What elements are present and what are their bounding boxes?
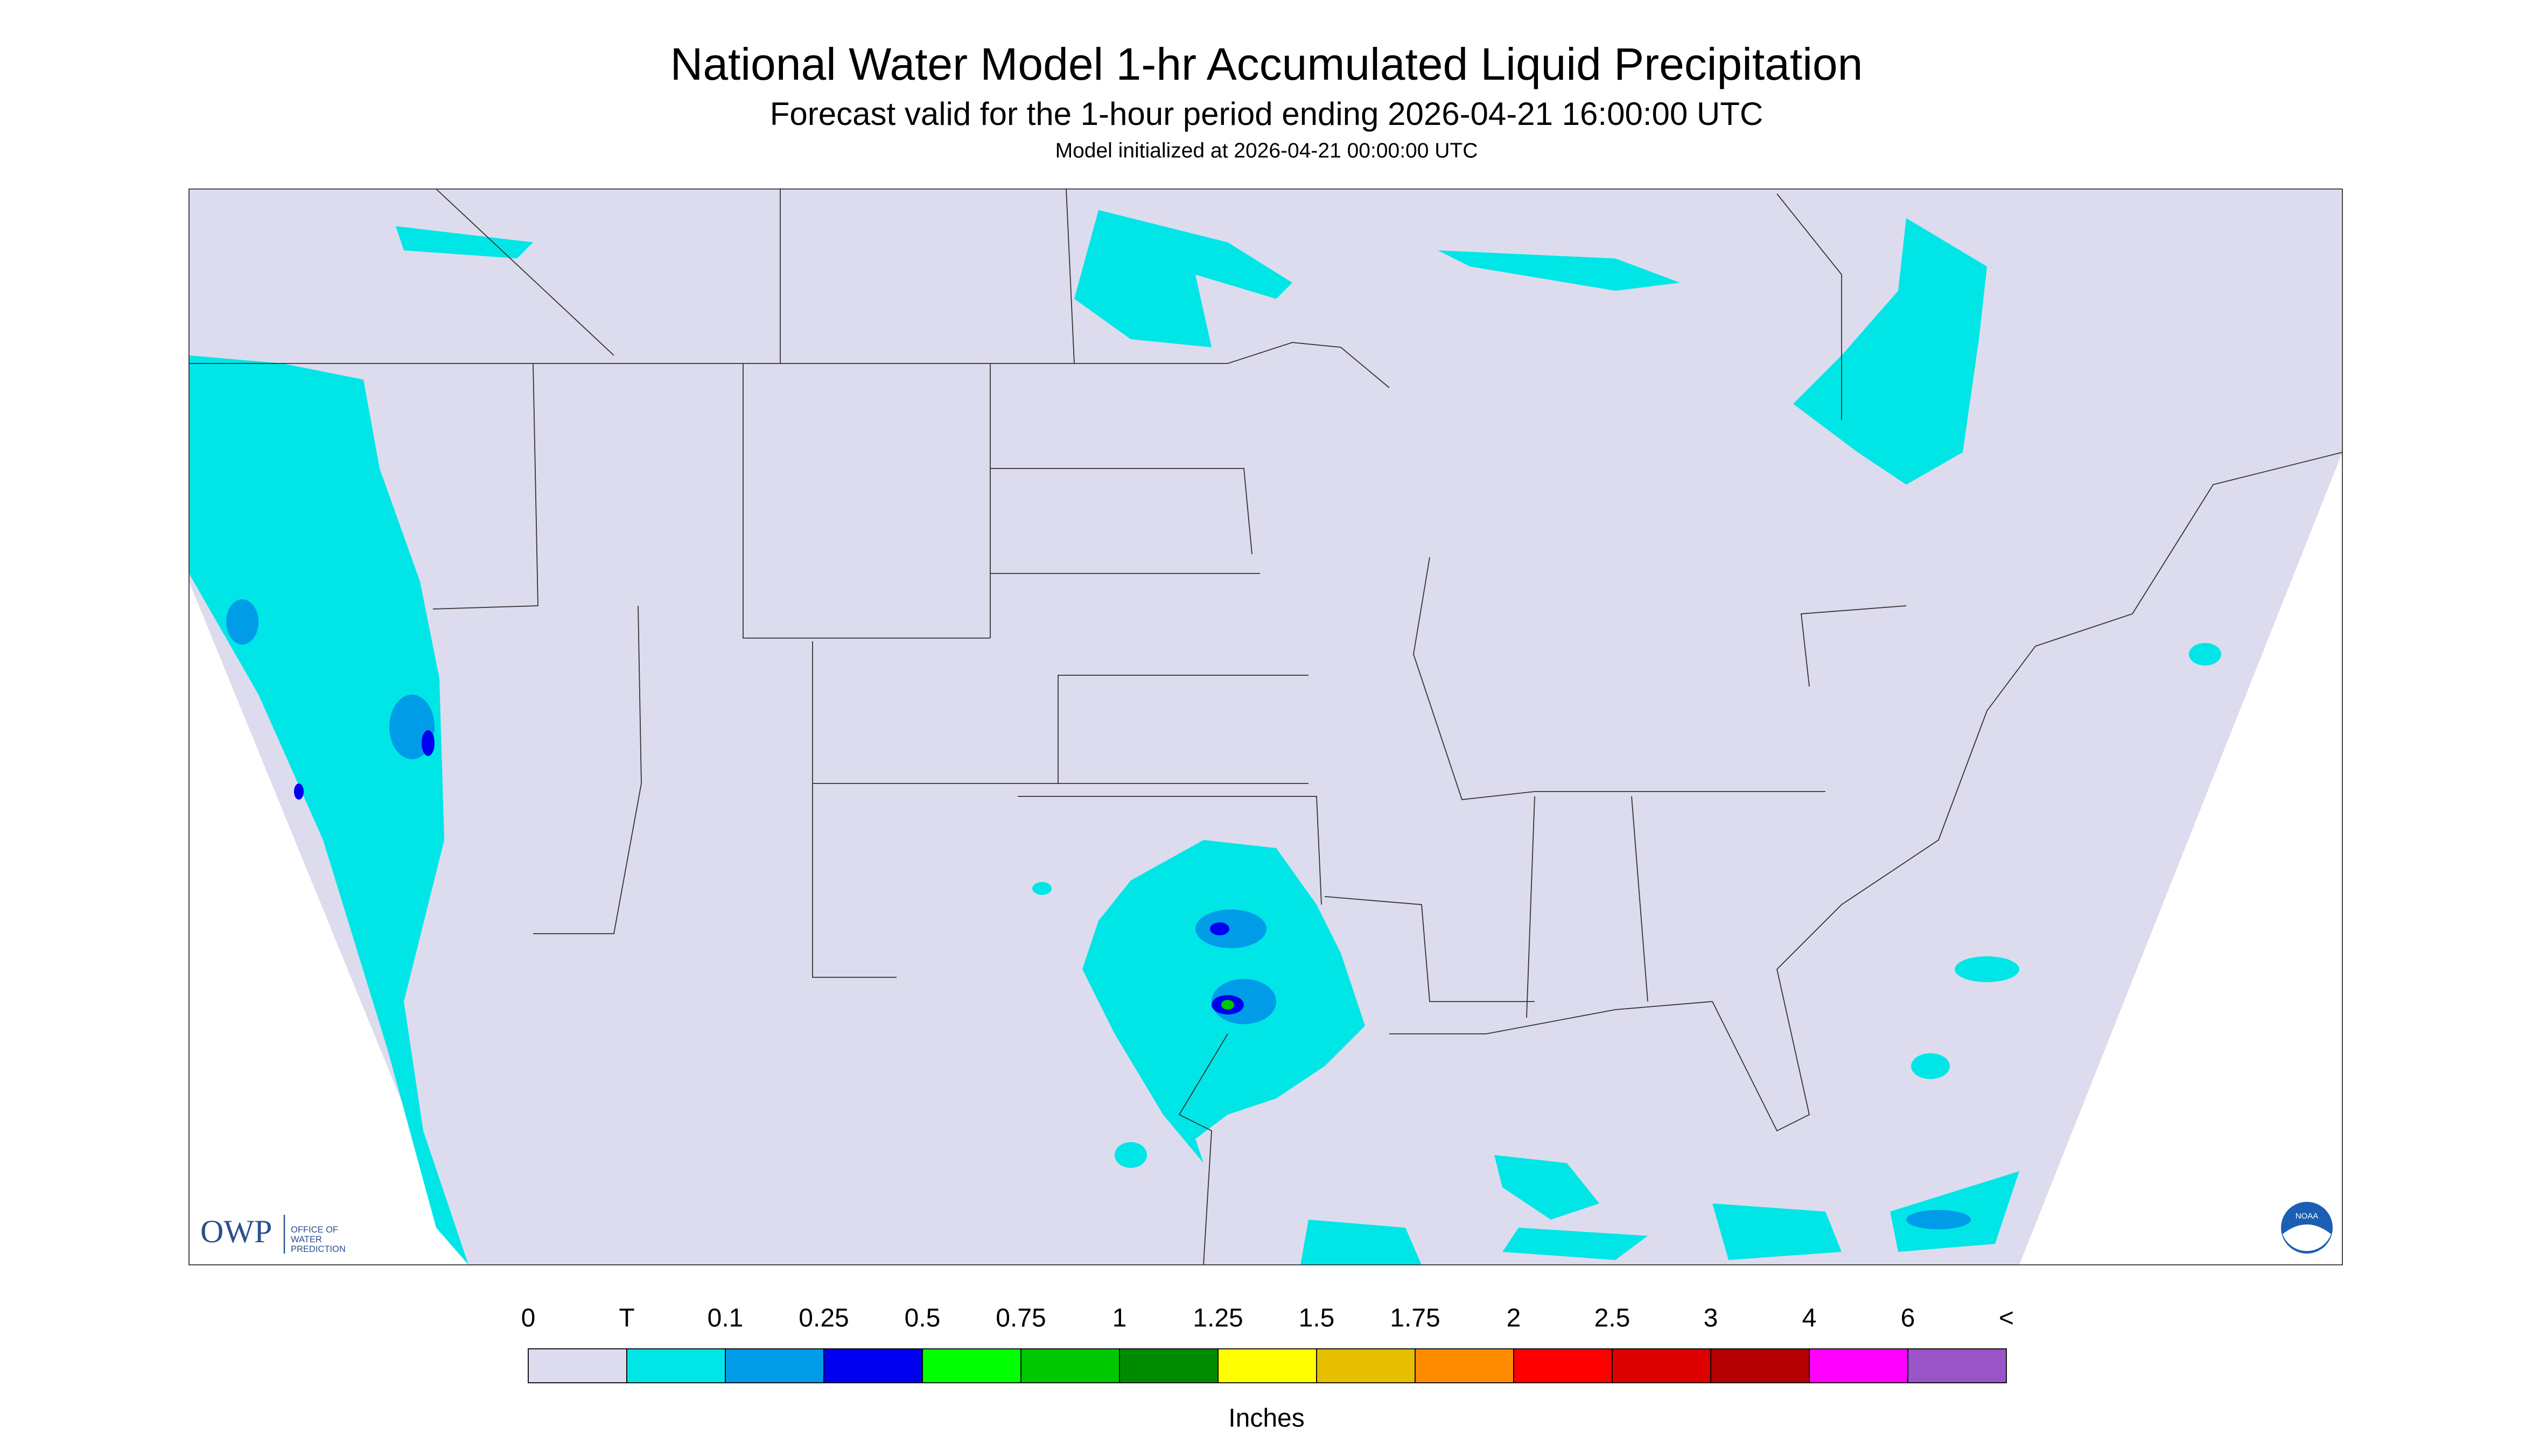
legend-swatch xyxy=(1612,1348,1711,1383)
legend-label: 0.75 xyxy=(996,1304,1046,1333)
legend-label: 4 xyxy=(1802,1304,1817,1333)
owp-logo-text: OWP xyxy=(200,1214,272,1249)
legend-label: T xyxy=(619,1304,634,1333)
noaa-logo: NOAA xyxy=(2281,1202,2333,1254)
precip-moderate xyxy=(226,599,1971,1230)
noaa-text: NOAA xyxy=(2296,1212,2319,1221)
legend-label: 1.75 xyxy=(1390,1304,1440,1333)
precip-light xyxy=(189,210,2221,1265)
legend-swatch xyxy=(1809,1348,1908,1383)
legend-swatch xyxy=(1217,1348,1317,1383)
noaa-wave xyxy=(2283,1224,2331,1251)
legend: Inches 0 T 0.1 0.25 0.5 0.75 1 1.25 1.5 1.75 2 2.5 3… xyxy=(521,1304,2014,1433)
legend-swatch xyxy=(1415,1348,1514,1383)
init-time: Model initialized at 2026-04-21 00:00:00… xyxy=(1055,139,1478,162)
legend-swatch xyxy=(1119,1348,1219,1383)
legend-label: 0.1 xyxy=(708,1304,744,1333)
legend-swatch xyxy=(1020,1348,1120,1383)
legend-unit: Inches xyxy=(1228,1404,1304,1433)
legend-label: 0.25 xyxy=(799,1304,849,1333)
precip-peak xyxy=(1221,1000,1234,1010)
legend-swatch xyxy=(725,1348,824,1383)
legend-label: 1.5 xyxy=(1299,1304,1335,1333)
map xyxy=(188,188,2343,1265)
legend-label: 3 xyxy=(1704,1304,1718,1333)
legend-label: 1.25 xyxy=(1193,1304,1243,1333)
precip-heavy xyxy=(294,730,1244,1015)
owp-line: PREDICTION xyxy=(291,1244,346,1254)
subtitle: Forecast valid for the 1-hour period end… xyxy=(770,96,1763,132)
legend-label: 1 xyxy=(1112,1304,1127,1333)
legend-swatch xyxy=(528,1348,627,1383)
legend-label: < xyxy=(1999,1304,2014,1333)
legend-label: 0.5 xyxy=(905,1304,941,1333)
legend-label: 0 xyxy=(521,1304,536,1333)
owp-line: OFFICE OF xyxy=(291,1225,338,1235)
legend-label: 2.5 xyxy=(1594,1304,1631,1333)
legend-swatch xyxy=(1316,1348,1416,1383)
legend-label: 2 xyxy=(1507,1304,1521,1333)
legend-swatch xyxy=(1907,1348,2007,1383)
legend-swatch xyxy=(823,1348,923,1383)
map-domain xyxy=(189,189,2342,1265)
legend-swatch xyxy=(626,1348,726,1383)
legend-swatch xyxy=(1710,1348,1810,1383)
owp-logo: OWP OFFICE OF WATER PREDICTION xyxy=(200,1214,346,1254)
borders xyxy=(188,188,2343,1265)
owp-line: WATER xyxy=(291,1235,322,1244)
legend-label: 6 xyxy=(1901,1304,1915,1333)
legend-swatch xyxy=(922,1348,1021,1383)
legend-swatch xyxy=(1513,1348,1613,1383)
title: National Water Model 1-hr Accumulated Li… xyxy=(670,39,1863,89)
